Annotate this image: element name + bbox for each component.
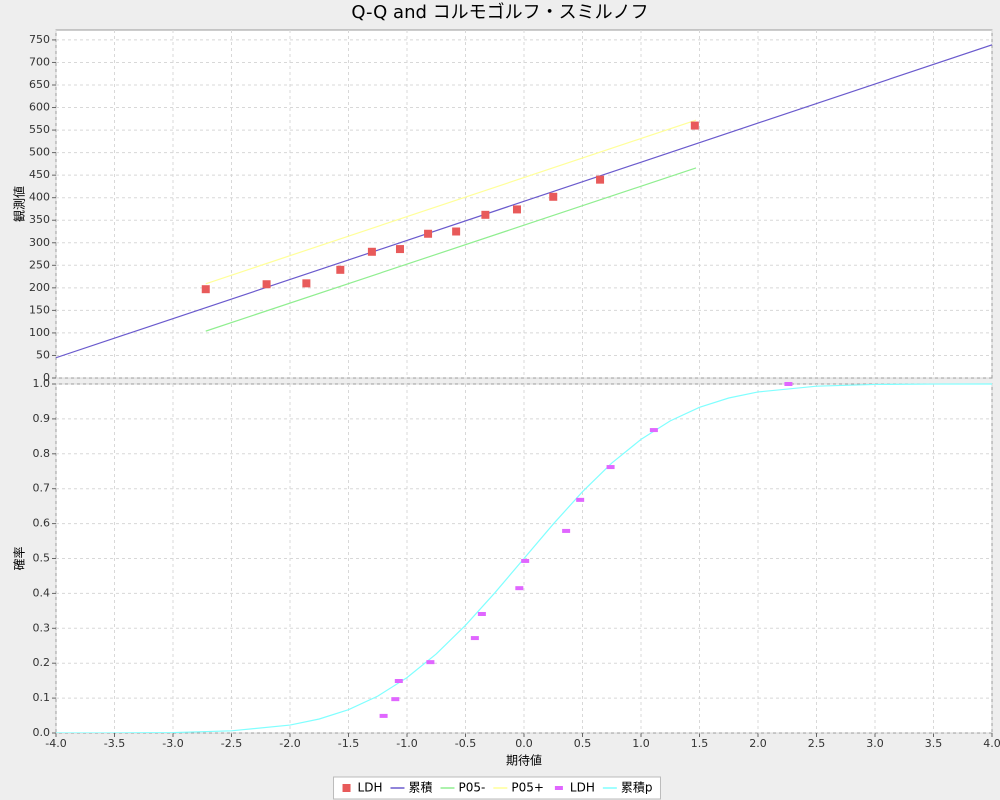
y-tick-label: 300	[29, 236, 50, 249]
y-tick-label: 0.4	[33, 586, 51, 599]
y-tick-label: 0.0	[33, 726, 51, 739]
point	[262, 280, 271, 289]
point	[302, 279, 311, 288]
point	[649, 428, 658, 433]
point	[201, 285, 210, 294]
y-tick-label: 50	[36, 348, 50, 361]
x-tick-label: 3.0	[866, 737, 884, 750]
y-tick-label: 100	[29, 326, 50, 339]
plot-layer	[56, 383, 992, 733]
y-tick-label: 0.8	[33, 447, 51, 460]
y-tick-label: 700	[29, 55, 50, 68]
y-tick-label: 0.6	[33, 517, 51, 530]
point	[424, 229, 433, 238]
y-tick-label: 0.7	[33, 482, 51, 495]
line	[205, 167, 697, 332]
line	[56, 383, 992, 733]
point	[576, 497, 585, 502]
x-tick-label: 2.5	[808, 737, 826, 750]
x-tick-label: -2.0	[279, 737, 300, 750]
point	[452, 227, 461, 236]
legend-label: LDH	[358, 781, 383, 795]
x-tick-label: 0.0	[515, 737, 533, 750]
x-tick-label: 4.0	[983, 737, 1000, 750]
y-tick-label: 0.2	[33, 656, 51, 669]
y-tick-label: 1.0	[33, 377, 51, 390]
x-tick-label: -4.0	[45, 737, 66, 750]
legend-label: 累積	[408, 780, 432, 795]
y-tick-label: 500	[29, 146, 50, 159]
y-tick-label: 150	[29, 303, 50, 316]
point	[470, 636, 479, 641]
x-tick-label: 0.5	[574, 737, 592, 750]
line	[205, 119, 697, 285]
legend-symbol	[342, 784, 351, 792]
x-tick-label: 1.5	[691, 737, 709, 750]
point	[515, 586, 524, 591]
point	[690, 121, 699, 130]
y-tick-label: 0.1	[33, 691, 51, 704]
point	[426, 660, 435, 665]
legend: LDH 累積 P05- P05+ LDH 累積p	[333, 776, 661, 800]
point	[394, 678, 403, 683]
x-tick-label: -1.5	[338, 737, 359, 750]
legend-label: P05+	[511, 781, 544, 795]
y-axis-label: 観測値	[12, 186, 27, 222]
x-axis-label: 期待値	[506, 753, 542, 768]
y-tick-label: 0.3	[33, 621, 51, 634]
legend-label: P05-	[458, 781, 485, 795]
point	[477, 611, 486, 616]
legend-symbol	[554, 786, 563, 790]
point	[784, 382, 793, 386]
point	[549, 192, 558, 201]
line	[56, 44, 992, 359]
x-tick-label: -0.5	[455, 737, 476, 750]
point	[562, 528, 571, 533]
point	[596, 175, 605, 184]
x-tick-label: 1.0	[632, 737, 650, 750]
y-tick-label: 0	[43, 371, 50, 384]
y-tick-label: 400	[29, 191, 50, 204]
point	[395, 245, 404, 254]
x-tick-label: -1.0	[396, 737, 417, 750]
chart-title: Q-Q and コルモゴルフ・スミルノフ	[351, 2, 648, 23]
y-tick-label: 0.9	[33, 412, 51, 425]
x-tick-label: -3.5	[104, 737, 125, 750]
y-tick-label: 200	[29, 281, 50, 294]
point	[367, 247, 376, 256]
y-tick-label: 600	[29, 101, 50, 114]
y-tick-label: 650	[29, 78, 50, 91]
x-tick-label: 2.0	[749, 737, 767, 750]
point	[336, 265, 345, 274]
y-axis-label: 確率	[12, 546, 27, 570]
y-tick-label: 750	[29, 33, 50, 46]
legend-label: LDH	[570, 781, 595, 795]
point	[512, 205, 521, 214]
point	[521, 558, 530, 563]
y-tick-label: 350	[29, 213, 50, 226]
x-tick-label: 3.5	[925, 737, 943, 750]
plot-layer	[56, 44, 992, 359]
point	[391, 697, 400, 702]
point	[606, 465, 615, 470]
y-tick-label: 450	[29, 168, 50, 181]
y-tick-label: 250	[29, 258, 50, 271]
y-tick-label: 0.5	[33, 552, 51, 565]
point	[379, 713, 388, 718]
point	[481, 210, 490, 219]
x-tick-label: -2.5	[221, 737, 242, 750]
legend-label: 累積p	[621, 780, 653, 795]
y-tick-label: 550	[29, 123, 50, 136]
x-tick-label: -3.0	[162, 737, 183, 750]
